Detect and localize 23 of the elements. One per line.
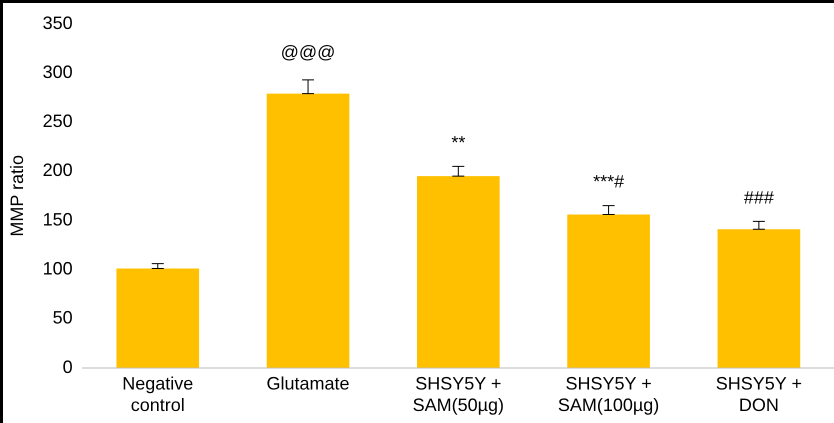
x-tick-label: SHSY5Y + DON bbox=[716, 374, 802, 416]
bar bbox=[116, 268, 200, 368]
y-tick-label: 150 bbox=[42, 209, 73, 230]
y-tick-label: 50 bbox=[52, 308, 73, 328]
y-axis-title: MMP ratio bbox=[6, 154, 27, 237]
y-tick-label: 250 bbox=[42, 111, 73, 132]
x-tick-label: SHSY5Y + SAM(50µg) bbox=[412, 374, 504, 416]
bar bbox=[416, 176, 500, 368]
y-tick-label: 100 bbox=[42, 258, 73, 278]
x-tick-label: Glutamate bbox=[266, 374, 350, 394]
annotation: ### bbox=[744, 187, 774, 208]
y-tick-label: 0 bbox=[62, 356, 73, 377]
bar bbox=[567, 214, 650, 368]
annotation: @@@ bbox=[280, 42, 336, 62]
bar bbox=[718, 229, 800, 368]
y-tick-label: 200 bbox=[42, 160, 73, 180]
y-tick-label: 350 bbox=[42, 12, 73, 33]
bar bbox=[266, 94, 350, 368]
x-tick-label: Negative control bbox=[122, 374, 194, 416]
y-tick-label: 300 bbox=[42, 62, 73, 82]
annotation: ** bbox=[451, 132, 466, 152]
x-tick-label: SHSY5Y + SAM(100µg) bbox=[558, 374, 660, 416]
annotation: ***# bbox=[593, 172, 624, 192]
